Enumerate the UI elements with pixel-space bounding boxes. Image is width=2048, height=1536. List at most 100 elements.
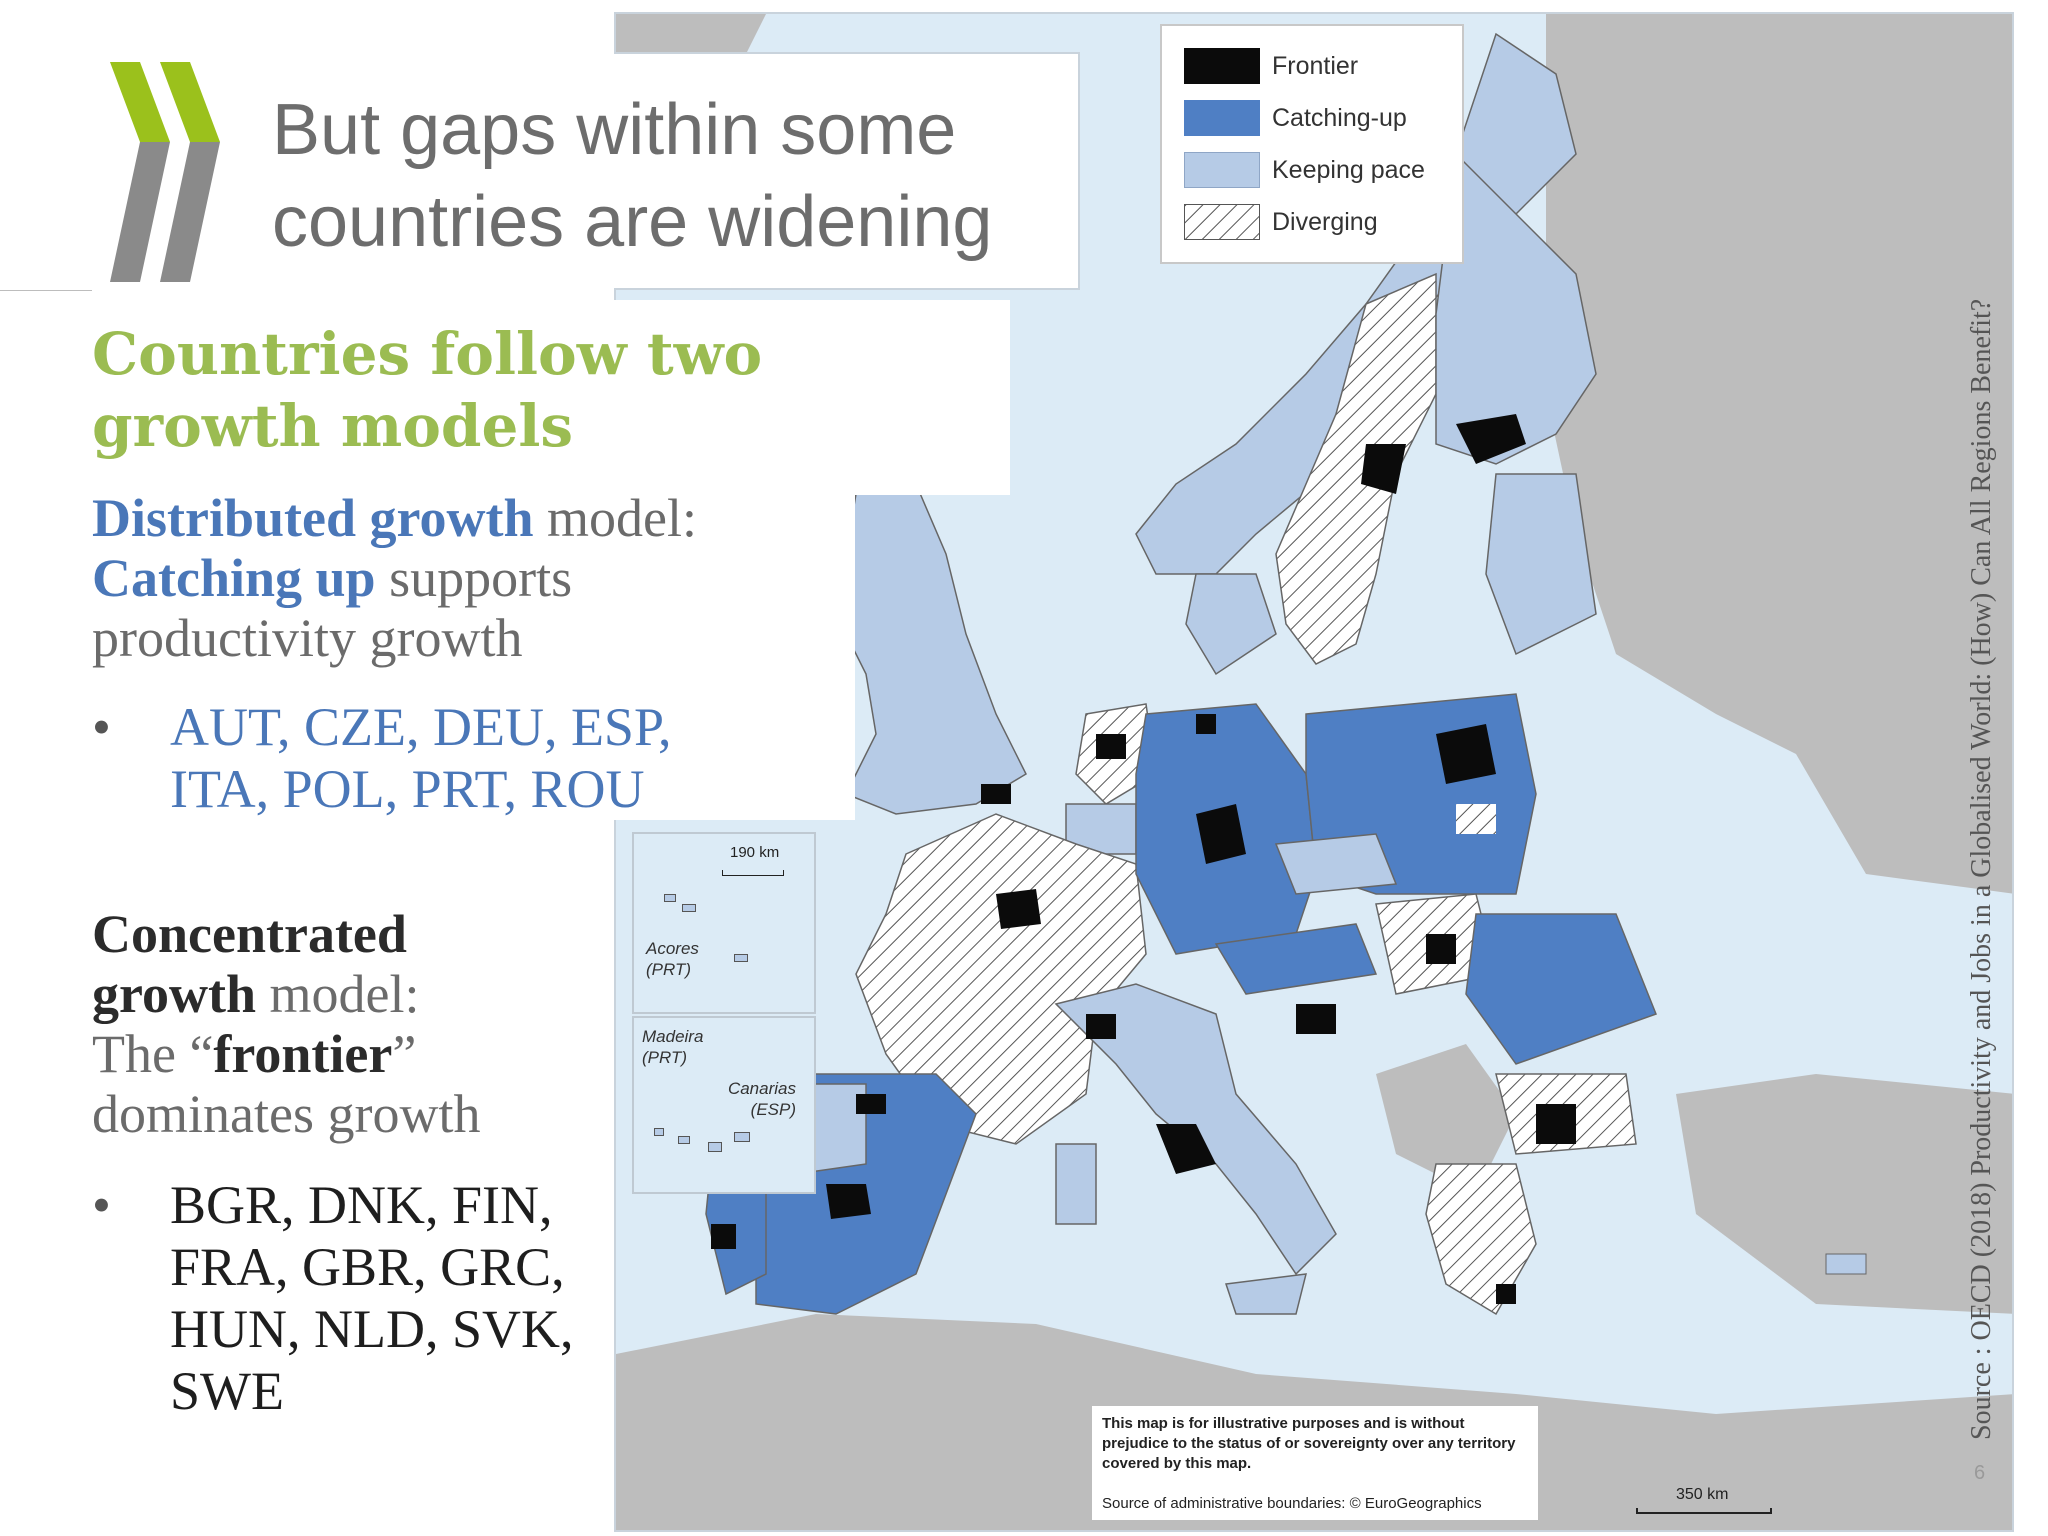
sofia-frontier <box>1536 1104 1576 1144</box>
distributed-growth-paragraph: Distributed growth model: Catching up su… <box>92 488 892 668</box>
legend-swatch-keeping-pace <box>1184 152 1260 188</box>
inset-scale-bar <box>722 870 784 876</box>
slovenia-frontier <box>1296 1004 1336 1034</box>
distributed-countries-line-1: AUT, CZE, DEU, ESP, <box>170 697 672 757</box>
athens-frontier <box>1496 1284 1516 1304</box>
disclaimer-text: This map is for illustrative purposes an… <box>1102 1415 1516 1472</box>
map-scale-label: 350 km <box>1676 1486 1729 1503</box>
distributed-model-text: model: <box>533 488 698 548</box>
russia-landmass <box>1546 14 2012 894</box>
supports-text: supports <box>375 548 573 608</box>
title-rule <box>0 290 92 291</box>
concentrated-model-text: model: <box>256 964 420 1024</box>
distributed-countries-line-2: ITA, POL, PRT, ROU <box>170 759 645 819</box>
acores-label: Acores (PRT) <box>646 938 699 980</box>
madeira-label: Madeira (PRT) <box>642 1026 703 1068</box>
title-panel <box>614 52 1080 290</box>
austria <box>1214 923 1378 995</box>
acores-name: Acores <box>646 939 699 958</box>
greece <box>1425 1163 1537 1316</box>
lisbon-frontier <box>711 1224 736 1249</box>
europe-regions-map <box>614 12 2014 1532</box>
map-scale-bar <box>1636 1508 1772 1514</box>
sardinia <box>1055 1143 1097 1225</box>
growth-label: growth <box>92 964 257 1024</box>
title-line-1: But gaps within some <box>272 90 957 170</box>
bullet-marker: • <box>92 697 111 757</box>
concentrated-countries-line-1: BGR, DNK, FIN, <box>170 1175 553 1235</box>
legend-label-diverging: Diverging <box>1272 208 1378 236</box>
madrid-frontier <box>826 1184 871 1219</box>
legend-label-catching-up: Catching-up <box>1272 104 1407 132</box>
legend-swatch-frontier <box>1184 48 1260 84</box>
finland <box>1435 152 1597 465</box>
basque-frontier <box>856 1094 886 1114</box>
concentrated-countries-line-4: SWE <box>170 1361 284 1421</box>
inset-madeira-canarias: Madeira (PRT) Canarias (ESP) <box>632 1016 816 1194</box>
inset-acores: 190 km Acores (PRT) <box>632 832 816 1014</box>
concentrated-countries-list: BGR, DNK, FIN, FRA, GBR, GRC, HUN, NLD, … <box>170 1174 620 1422</box>
legend-swatch-diverging <box>1184 204 1260 240</box>
oecd-chevrons-logo <box>110 62 220 282</box>
turkey-landmass <box>1676 1074 2012 1314</box>
balkans-nonmember <box>1376 1044 1516 1194</box>
poland-diverging <box>1456 804 1496 834</box>
slide-number: 6 <box>1974 1462 1986 1484</box>
title-line-2: countries are widening <box>272 182 993 262</box>
legend-label-keeping-pace: Keeping pace <box>1272 156 1425 184</box>
canarias-country: (ESP) <box>750 1100 796 1119</box>
rome-frontier <box>1156 1124 1216 1174</box>
catching-up-label: Catching up <box>92 548 376 608</box>
left-text-panel-top <box>0 300 1010 495</box>
productivity-growth-text: productivity growth <box>92 608 523 668</box>
island-shape <box>664 894 676 902</box>
island-shape <box>734 954 748 962</box>
island-shape <box>734 1132 750 1142</box>
amsterdam-frontier <box>1096 734 1126 759</box>
cyprus <box>1825 1253 1867 1275</box>
concentrated-growth-paragraph: Concentrated growth model: The “frontier… <box>92 904 892 1144</box>
warsaw-frontier <box>1436 724 1496 784</box>
frontier-label: frontier <box>213 1024 393 1084</box>
legend-swatch-catching-up <box>1184 100 1260 136</box>
concentrated-countries-line-2: FRA, GBR, GRC, <box>170 1237 565 1297</box>
sweden-frontier <box>1361 444 1406 494</box>
island-shape <box>654 1128 664 1136</box>
map-canvas <box>616 14 2012 1530</box>
island-shape <box>678 1136 690 1144</box>
boundaries-source: Source of administrative boundaries: © E… <box>1102 1495 1482 1512</box>
left-text-panel-mid <box>0 495 855 820</box>
romania <box>1465 913 1657 1065</box>
canarias-name: Canarias <box>727 1079 796 1098</box>
sicily <box>1224 1273 1307 1315</box>
distributed-growth-label: Distributed growth <box>92 488 534 548</box>
quote-close: ” <box>392 1024 417 1084</box>
london-frontier <box>981 784 1011 804</box>
hessen-frontier <box>1196 804 1246 864</box>
inset-scale-label: 190 km <box>730 844 780 861</box>
budapest-frontier <box>1426 934 1456 964</box>
map-disclaimer: This map is for illustrative purposes an… <box>1090 1404 1540 1522</box>
madeira-country: (PRT) <box>642 1048 688 1067</box>
bullet-marker: • <box>92 1175 111 1235</box>
hamburg-frontier <box>1196 714 1216 734</box>
title-bg <box>0 52 614 290</box>
finland-frontier <box>1456 414 1526 464</box>
island-shape <box>708 1142 722 1152</box>
paris-frontier <box>996 889 1041 929</box>
map-legend: Frontier Catching-up Keeping pace Diverg… <box>1160 24 1464 264</box>
dominates-growth-text: dominates growth <box>92 1084 481 1144</box>
source-note: Source : OECD (2018) Productivity and Jo… <box>1966 298 1997 1440</box>
island-shape <box>682 904 696 912</box>
baltics <box>1485 473 1597 656</box>
left-text-panel-bottom <box>0 820 614 1536</box>
legend-label-frontier: Frontier <box>1272 52 1359 80</box>
france <box>855 813 1147 1145</box>
milan-frontier <box>1086 1014 1116 1039</box>
concentrated-label: Concentrated <box>92 904 407 964</box>
section-heading: Countries follow two growth models <box>92 318 852 462</box>
the-quote-open: The “ <box>92 1024 214 1084</box>
distributed-countries-list: AUT, CZE, DEU, ESP, ITA, POL, PRT, ROU <box>170 696 820 820</box>
denmark <box>1185 573 1277 676</box>
heading-line-1: Countries follow two <box>92 320 763 388</box>
